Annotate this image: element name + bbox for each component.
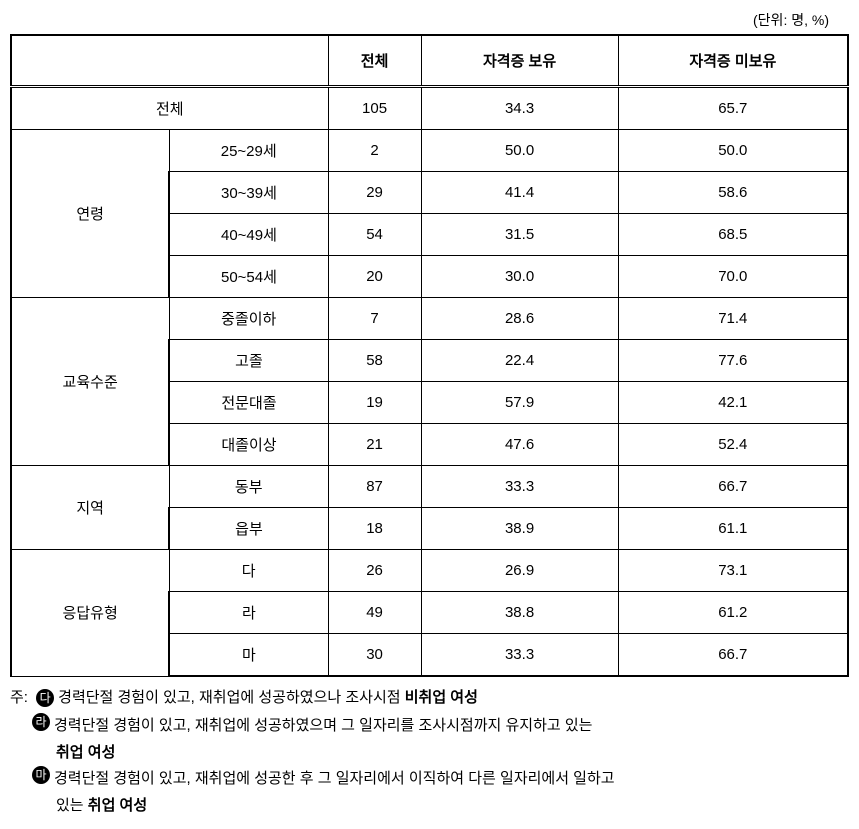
header-row: 전체 자격증 보유 자격증 미보유 [11, 35, 848, 87]
note-text: 경력단절 경험이 있고, 재취업에 성공한 후 그 일자리에서 이직하여 다른 … [54, 766, 849, 792]
cell: 26.9 [421, 550, 618, 592]
cell: 38.9 [421, 508, 618, 550]
group-resp-label: 응답유형 [11, 550, 169, 677]
table-row: 교육수준 중졸이하 7 28.6 71.4 [11, 298, 848, 340]
cell: 58.6 [618, 172, 848, 214]
note-text: 경력단절 경험이 있고, 재취업에 성공하였으나 조사시점 비취업 여성 [58, 685, 849, 711]
cell: 33.3 [421, 634, 618, 677]
cell: 21 [328, 424, 421, 466]
cell: 50.0 [618, 130, 848, 172]
cell: 38.8 [421, 592, 618, 634]
unit-label: (단위: 명, %) [10, 10, 849, 30]
cell: 57.9 [421, 382, 618, 424]
cell: 31.5 [421, 214, 618, 256]
header-blank [11, 35, 328, 87]
cell: 66.7 [618, 466, 848, 508]
cell: 54 [328, 214, 421, 256]
data-table: 전체 자격증 보유 자격증 미보유 전체 105 34.3 65.7 연령 25… [10, 34, 849, 677]
cell: 66.7 [618, 634, 848, 677]
note-continuation: 있는 취업 여성 [10, 793, 849, 819]
cell: 71.4 [618, 298, 848, 340]
note-item: 주: 다 경력단절 경험이 있고, 재취업에 성공하였으나 조사시점 비취업 여… [10, 685, 849, 711]
cell: 87 [328, 466, 421, 508]
note-text: 경력단절 경험이 있고, 재취업에 성공하였으며 그 일자리를 조사시점까지 유… [54, 713, 849, 739]
total-row: 전체 105 34.3 65.7 [11, 87, 848, 130]
row-label: 고졸 [169, 340, 328, 382]
cell: 18 [328, 508, 421, 550]
cell: 73.1 [618, 550, 848, 592]
notes-section: 주: 다 경력단절 경험이 있고, 재취업에 성공하였으나 조사시점 비취업 여… [10, 685, 849, 819]
cell: 42.1 [618, 382, 848, 424]
note-marker-icon: 다 [36, 689, 54, 707]
header-total: 전체 [328, 35, 421, 87]
group-age-label: 연령 [11, 130, 169, 298]
cell: 68.5 [618, 214, 848, 256]
row-label: 25~29세 [169, 130, 328, 172]
group-region-label: 지역 [11, 466, 169, 550]
cell: 2 [328, 130, 421, 172]
cell: 28.6 [421, 298, 618, 340]
cell: 52.4 [618, 424, 848, 466]
row-label: 전문대졸 [169, 382, 328, 424]
row-label: 50~54세 [169, 256, 328, 298]
cell: 50.0 [421, 130, 618, 172]
cell: 77.6 [618, 340, 848, 382]
note-prefix: 주: 다 [10, 685, 58, 711]
cell: 58 [328, 340, 421, 382]
row-label: 30~39세 [169, 172, 328, 214]
note-marker-icon: 라 [32, 713, 50, 731]
row-label: 40~49세 [169, 214, 328, 256]
header-cert-yes: 자격증 보유 [421, 35, 618, 87]
row-label: 다 [169, 550, 328, 592]
cell: 30 [328, 634, 421, 677]
note-item: 주: 라 경력단절 경험이 있고, 재취업에 성공하였으며 그 일자리를 조사시… [10, 713, 849, 739]
row-label: 읍부 [169, 508, 328, 550]
cell: 20 [328, 256, 421, 298]
cell: 70.0 [618, 256, 848, 298]
total-label: 전체 [11, 87, 328, 130]
cell: 22.4 [421, 340, 618, 382]
cell: 19 [328, 382, 421, 424]
cell: 26 [328, 550, 421, 592]
cell: 33.3 [421, 466, 618, 508]
header-cert-no: 자격증 미보유 [618, 35, 848, 87]
cell: 49 [328, 592, 421, 634]
cell: 7 [328, 298, 421, 340]
cell: 65.7 [618, 87, 848, 130]
row-label: 마 [169, 634, 328, 677]
table-row: 지역 동부 87 33.3 66.7 [11, 466, 848, 508]
cell: 61.2 [618, 592, 848, 634]
row-label: 대졸이상 [169, 424, 328, 466]
cell: 29 [328, 172, 421, 214]
group-edu-label: 교육수준 [11, 298, 169, 466]
row-label: 중졸이하 [169, 298, 328, 340]
cell: 47.6 [421, 424, 618, 466]
row-label: 동부 [169, 466, 328, 508]
cell: 30.0 [421, 256, 618, 298]
note-marker-icon: 마 [32, 766, 50, 784]
cell: 41.4 [421, 172, 618, 214]
cell: 105 [328, 87, 421, 130]
table-row: 연령 25~29세 2 50.0 50.0 [11, 130, 848, 172]
note-item: 주: 마 경력단절 경험이 있고, 재취업에 성공한 후 그 일자리에서 이직하… [10, 766, 849, 792]
table-row: 응답유형 다 26 26.9 73.1 [11, 550, 848, 592]
cell: 61.1 [618, 508, 848, 550]
cell: 34.3 [421, 87, 618, 130]
row-label: 라 [169, 592, 328, 634]
note-continuation: 취업 여성 [10, 740, 849, 766]
